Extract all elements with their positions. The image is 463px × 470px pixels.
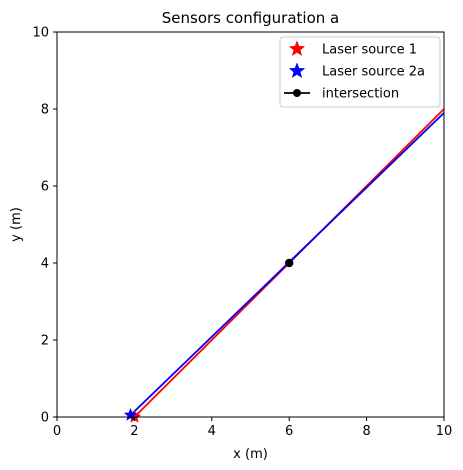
legend-marker-laser-source-2a [288,62,306,79]
y-tick-label: 6 [41,180,49,195]
intersection-marker [285,258,294,268]
y-tick-label: 2 [41,334,49,349]
x-tick-label: 8 [362,424,370,439]
legend-marker-laser-source-1 [288,40,306,57]
legend: Laser source 1 Laser source 2a intersectio… [279,36,441,108]
y-tick-label: 10 [32,26,49,41]
plot-layer [123,108,444,423]
legend-marker-intersection [293,89,301,97]
x-tick-label: 2 [130,424,138,439]
x-axis-label: x (m) [233,447,268,462]
y-tick-label: 8 [41,103,49,118]
legend-label-intersection: intersection [322,87,399,102]
chart-title: Sensors configuration a [162,9,339,27]
plot-frame [56,31,445,418]
y-tick-label: 4 [41,257,49,272]
legend-box [279,36,441,108]
ticks-layer: 0 2 4 6 8 10 0 2 4 6 8 10 [32,26,452,440]
y-tick-label: 0 [41,411,49,426]
y-axis-label: y (m) [9,207,24,242]
x-tick-label: 10 [436,424,453,439]
legend-label-laser-source-2a: Laser source 2a [322,65,425,80]
x-tick-label: 0 [53,424,61,439]
x-tick-label: 6 [285,424,293,439]
x-tick-label: 4 [208,424,216,439]
laser-source-2a-marker [123,407,138,421]
legend-label-laser-source-1: Laser source 1 [322,43,417,58]
